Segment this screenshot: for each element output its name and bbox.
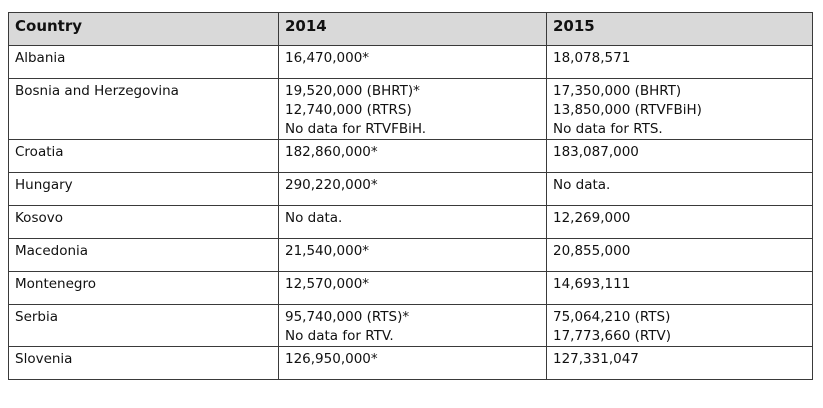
cell-country: Serbia [8, 304, 279, 347]
header-country: Country [8, 12, 279, 46]
cell-text: 18,078,571 [553, 50, 631, 66]
cell-2015: 18,078,571 [546, 45, 813, 79]
cell-text: 290,220,000* [285, 177, 378, 193]
cell-text: Macedonia [15, 243, 89, 259]
cell-text: 20,855,000 [553, 243, 631, 259]
cell-text: 17,350,000 (BHRT) [553, 83, 682, 99]
cell-country: Kosovo [8, 205, 279, 239]
table-row: Albania 16,470,000* 18,078,571 [8, 45, 813, 79]
cell-text: 12,269,000 [553, 210, 631, 226]
cell-2014: 16,470,000* [278, 45, 547, 79]
cell-text: 14,693,111 [553, 276, 631, 292]
cell-2015: 20,855,000 [546, 238, 813, 272]
cell-text: No data for RTVFBiH. [285, 121, 427, 137]
cell-country: Croatia [8, 139, 279, 173]
data-table-container: Country 2014 2015 Albania 16,470,000* 18… [8, 12, 813, 380]
cell-text: Serbia [15, 309, 59, 325]
cell-text: 95,740,000 (RTS)* [285, 309, 410, 325]
cell-country: Albania [8, 45, 279, 79]
cell-2015: 127,331,047 [546, 346, 813, 380]
table-row: Croatia 182,860,000* 183,087,000 [8, 139, 813, 173]
cell-2014: 21,540,000* [278, 238, 547, 272]
cell-text: 19,520,000 (BHRT)* [285, 83, 420, 99]
cell-2014: 182,860,000* [278, 139, 547, 173]
funding-table: Country 2014 2015 Albania 16,470,000* 18… [8, 12, 813, 380]
cell-2014: 290,220,000* [278, 172, 547, 206]
cell-text: 21,540,000* [285, 243, 370, 259]
cell-text: 126,950,000* [285, 351, 378, 367]
cell-text: No data for RTS. [553, 121, 663, 137]
cell-text: Kosovo [15, 210, 63, 226]
cell-text: Bosnia and Herzegovina [15, 83, 179, 99]
cell-country: Slovenia [8, 346, 279, 380]
cell-text: Hungary [15, 177, 73, 193]
cell-text: No data. [553, 177, 611, 193]
cell-2015: 12,269,000 [546, 205, 813, 239]
cell-text: 12,570,000* [285, 276, 370, 292]
cell-text: 127,331,047 [553, 351, 639, 367]
cell-text: No data. [285, 210, 343, 226]
cell-2014: No data. [278, 205, 547, 239]
table-row: Montenegro 12,570,000* 14,693,111 [8, 271, 813, 305]
cell-2015: 183,087,000 [546, 139, 813, 173]
cell-country: Hungary [8, 172, 279, 206]
cell-2015: 75,064,210 (RTS) 17,773,660 (RTV) [546, 304, 813, 347]
cell-country: Macedonia [8, 238, 279, 272]
cell-2014: 12,570,000* [278, 271, 547, 305]
cell-2015: No data. [546, 172, 813, 206]
cell-country: Bosnia and Herzegovina [8, 78, 279, 140]
table-row: Serbia 95,740,000 (RTS)* No data for RTV… [8, 304, 813, 347]
cell-text: Montenegro [15, 276, 97, 292]
cell-2014: 19,520,000 (BHRT)* 12,740,000 (RTRS) No … [278, 78, 547, 140]
table-row: Hungary 290,220,000* No data. [8, 172, 813, 206]
header-row: Country 2014 2015 [8, 12, 813, 46]
cell-text: 75,064,210 (RTS) [553, 309, 671, 325]
table-row: Kosovo No data. 12,269,000 [8, 205, 813, 239]
table-row: Macedonia 21,540,000* 20,855,000 [8, 238, 813, 272]
header-2014: 2014 [278, 12, 547, 46]
cell-text: Slovenia [15, 351, 73, 367]
cell-text: 182,860,000* [285, 144, 378, 160]
cell-text: Albania [15, 50, 66, 66]
cell-text: 12,740,000 (RTRS) [285, 102, 412, 118]
cell-text: 16,470,000* [285, 50, 370, 66]
cell-text: 13,850,000 (RTVFBiH) [553, 102, 702, 118]
cell-2015: 17,350,000 (BHRT) 13,850,000 (RTVFBiH) N… [546, 78, 813, 140]
table-row: Bosnia and Herzegovina 19,520,000 (BHRT)… [8, 78, 813, 140]
cell-2015: 14,693,111 [546, 271, 813, 305]
cell-text: No data for RTV. [285, 328, 394, 344]
cell-2014: 95,740,000 (RTS)* No data for RTV. [278, 304, 547, 347]
cell-text: 183,087,000 [553, 144, 639, 160]
cell-country: Montenegro [8, 271, 279, 305]
table-body: Albania 16,470,000* 18,078,571 Bosnia an… [8, 45, 813, 380]
cell-text: Croatia [15, 144, 64, 160]
cell-2014: 126,950,000* [278, 346, 547, 380]
cell-text: 17,773,660 (RTV) [553, 328, 671, 344]
header-2015: 2015 [546, 12, 813, 46]
table-row: Slovenia 126,950,000* 127,331,047 [8, 346, 813, 380]
